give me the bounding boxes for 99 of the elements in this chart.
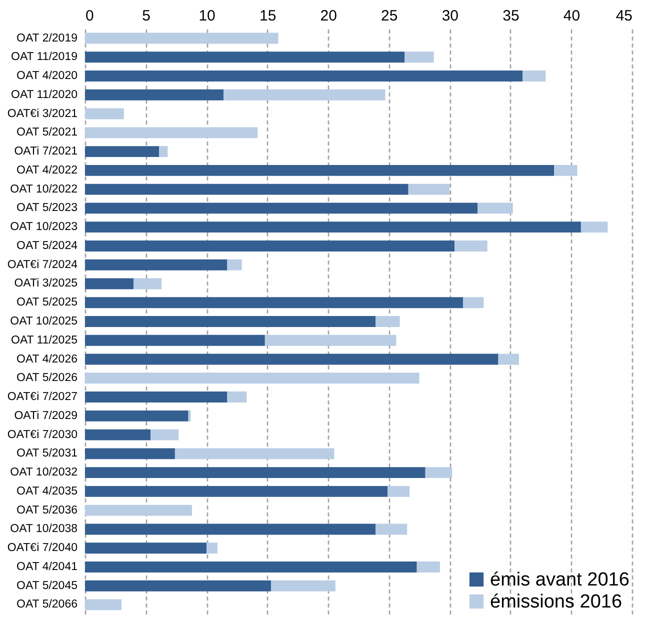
y-tick-label: OAT 10/2025 [10, 316, 78, 328]
bar [404, 52, 434, 63]
bar [85, 202, 478, 214]
bar [85, 240, 455, 252]
bar [188, 410, 191, 422]
bar [85, 146, 160, 158]
bar [376, 316, 400, 327]
bar [85, 392, 228, 403]
bar [498, 354, 519, 365]
bar [227, 259, 242, 270]
bar [85, 334, 265, 346]
legend-label: émissions 2016 [490, 592, 622, 612]
x-tick-label: 0 [86, 8, 94, 24]
bar [580, 222, 608, 233]
bar [206, 542, 218, 554]
y-tick-label: OAT 11/2020 [11, 88, 78, 101]
bar [85, 108, 124, 120]
bar [376, 524, 408, 535]
bar [463, 297, 484, 308]
x-tick-label: 35 [502, 8, 520, 24]
bar [85, 89, 224, 100]
y-tick-label: OAT€i 7/2040 [7, 542, 78, 554]
y-tick-label: OAT 4/2020 [16, 70, 78, 82]
y-tick-label: OAT 5/2066 [16, 598, 78, 611]
bar [85, 316, 376, 327]
x-tick-label: 40 [563, 8, 580, 24]
y-tick-label: OAT 4/2026 [16, 353, 78, 366]
x-tick-label: 10 [198, 8, 216, 24]
y-tick-label: OAT 4/2022 [16, 164, 78, 176]
bar [85, 164, 554, 176]
bar [85, 70, 523, 82]
y-tick-label: OAT 5/2031 [16, 448, 78, 460]
bar [224, 89, 386, 100]
bar [85, 542, 207, 554]
bar [85, 52, 405, 63]
bar [264, 334, 396, 346]
bar [85, 259, 228, 270]
y-tick-label: OAT€i 7/2030 [7, 428, 78, 441]
y-tick-label: OAT 5/2021 [16, 126, 78, 139]
bar [174, 448, 334, 460]
bar [522, 70, 546, 82]
y-tick-label: OAT 10/2022 [10, 183, 78, 196]
bar [85, 467, 426, 478]
bar [85, 429, 151, 440]
x-tick-label: 20 [320, 8, 337, 24]
y-tick-label: OAT 5/2045 [16, 580, 78, 592]
bar [408, 184, 450, 195]
legend-label: émis avant 2016 [490, 570, 630, 590]
bar [85, 486, 388, 497]
y-tick-label: OAT€i 7/2027 [7, 391, 78, 404]
bar [85, 562, 417, 572]
y-tick-label: OAT 11/2025 [11, 334, 78, 346]
bar [134, 278, 162, 290]
y-tick-label: OAT 10/2023 [10, 221, 78, 234]
bar [85, 297, 464, 308]
bar [85, 354, 498, 365]
bar [85, 524, 376, 535]
bar [270, 580, 336, 592]
bar [85, 222, 581, 233]
bar [85, 410, 188, 422]
y-tick-label: OATi 7/2021 [14, 146, 78, 158]
y-tick-label: OAT 10/2032 [10, 466, 78, 479]
bar [150, 429, 179, 440]
y-tick-label: OAT 10/2038 [10, 523, 78, 536]
y-tick-label: OAT 5/2025 [16, 296, 78, 309]
bar [416, 562, 440, 572]
y-tick-label: OAT 2/2019 [16, 32, 78, 44]
bar [85, 599, 122, 610]
bar [85, 184, 408, 195]
bar [85, 580, 271, 592]
bar [478, 202, 513, 214]
bar [85, 372, 420, 384]
x-tick-label: 15 [259, 8, 276, 24]
bar [85, 504, 192, 516]
x-tick-label: 30 [442, 8, 459, 24]
y-tick-label: OAT€i 3/2021 [7, 108, 78, 120]
y-tick-label: OATi 7/2029 [14, 410, 78, 422]
bar [227, 392, 247, 403]
bar [425, 467, 452, 478]
y-tick-label: OAT 4/2041 [16, 560, 78, 573]
y-tick-label: OAT 5/2026 [16, 372, 78, 384]
y-tick-label: OAT 5/2023 [16, 202, 78, 214]
y-tick-label: OAT 5/2036 [16, 504, 78, 516]
y-tick-label: OAT€i 7/2024 [7, 258, 78, 271]
bar [85, 32, 278, 44]
bar [454, 240, 488, 252]
bar [554, 164, 578, 176]
bar [85, 278, 134, 290]
x-tick-label: 5 [142, 8, 150, 24]
y-tick-label: OAT 5/2024 [16, 240, 78, 252]
bar [159, 146, 168, 158]
bar [388, 486, 410, 497]
x-tick-label: 25 [381, 8, 398, 24]
bar [85, 448, 175, 460]
y-tick-label: OAT 4/2035 [16, 485, 78, 498]
y-tick-label: OATi 3/2025 [14, 278, 78, 290]
bar [85, 127, 258, 138]
y-tick-label: OAT 11/2019 [11, 51, 78, 64]
x-tick-label: 45 [616, 8, 632, 24]
